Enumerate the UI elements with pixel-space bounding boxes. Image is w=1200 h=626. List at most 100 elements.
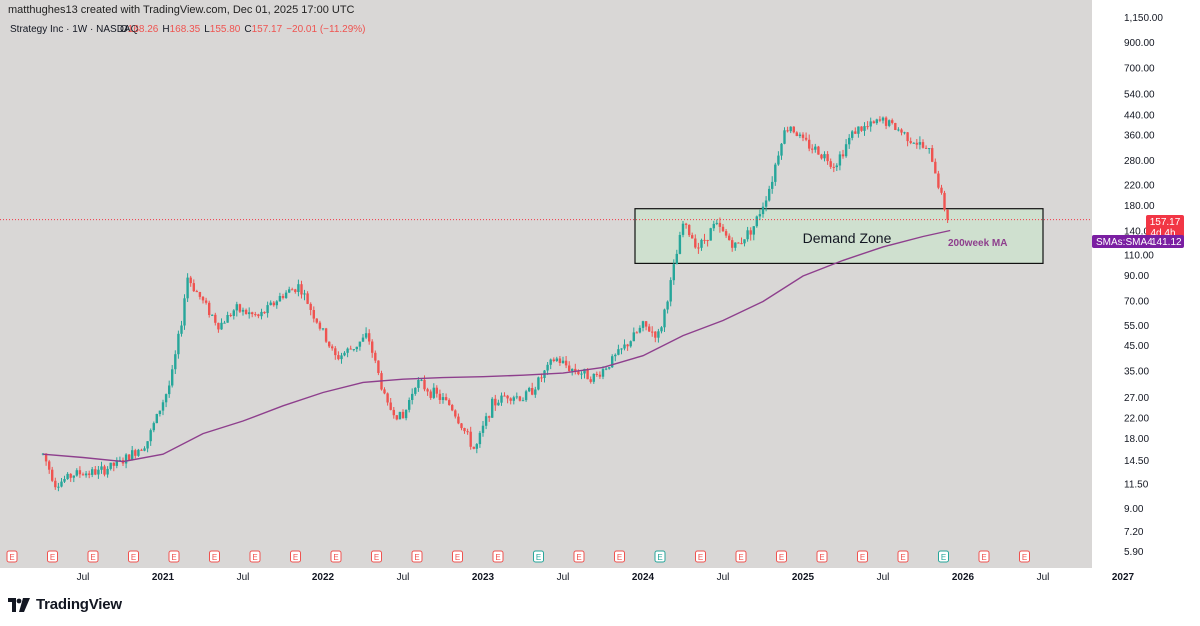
candle-body bbox=[509, 398, 512, 401]
time-axis[interactable]: Jul 2021 Jul 2022 Jul 2023 Jul 2024 Jul 2025 Jul 20… bbox=[77, 572, 1135, 583]
candle-body bbox=[128, 454, 131, 460]
candle-body bbox=[226, 315, 229, 323]
candle-body bbox=[88, 473, 91, 475]
candle-body bbox=[192, 283, 195, 292]
candle-body bbox=[63, 479, 66, 482]
earnings-marker bbox=[1019, 550, 1030, 563]
x-tick-label: Jul bbox=[77, 572, 90, 583]
y-tick-label: 7.20 bbox=[1124, 527, 1144, 538]
candle-body bbox=[66, 473, 69, 479]
y-tick-label: 11.50 bbox=[1124, 479, 1149, 490]
earnings-marker-label: E bbox=[333, 553, 338, 562]
earnings-marker bbox=[209, 550, 220, 563]
earnings-marker-label: E bbox=[252, 553, 257, 562]
y-tick-label: 440.00 bbox=[1124, 110, 1155, 121]
candle-body bbox=[272, 302, 275, 306]
candle-body bbox=[288, 289, 291, 293]
candle-body bbox=[660, 327, 663, 332]
candle-body bbox=[152, 423, 155, 431]
candle-body bbox=[592, 373, 595, 382]
earnings-marker-label: E bbox=[981, 553, 986, 562]
candle-body bbox=[524, 391, 528, 401]
candle-body bbox=[355, 346, 358, 350]
candle-body bbox=[928, 148, 931, 150]
candle-body bbox=[568, 365, 571, 371]
y-tick-label: 5.90 bbox=[1124, 547, 1144, 558]
candle-body bbox=[648, 326, 651, 332]
y-tick-label: 45.00 bbox=[1124, 341, 1149, 352]
close-label: C bbox=[244, 24, 251, 35]
candle-body bbox=[752, 226, 755, 235]
candle-body bbox=[364, 333, 368, 338]
candle-body bbox=[851, 131, 854, 138]
candle-body bbox=[786, 130, 789, 132]
earnings-marker-label: E bbox=[9, 553, 14, 562]
earnings-marker-label: E bbox=[617, 553, 622, 562]
x-tick-label: Jul bbox=[877, 572, 890, 583]
candle-body bbox=[635, 332, 638, 334]
candle-body bbox=[808, 139, 811, 149]
y-tick-label: 540.00 bbox=[1124, 90, 1155, 101]
symbol-legend: Strategy Inc · 1W · NASDAQ O168.26 H168.3… bbox=[10, 24, 366, 35]
candle-body bbox=[214, 314, 217, 323]
demand-zone-box[interactable] bbox=[634, 208, 1044, 264]
candle-body bbox=[521, 400, 525, 402]
price-badges: 157.17 4d 4h SMAs:SMA4 141.12 bbox=[1092, 215, 1184, 248]
candle-body bbox=[168, 385, 171, 395]
candle-body bbox=[737, 242, 740, 244]
candle-body bbox=[81, 474, 85, 476]
candle-body bbox=[417, 380, 420, 388]
candle-body bbox=[564, 360, 568, 366]
candle-body bbox=[857, 126, 860, 134]
candle-body bbox=[340, 355, 343, 360]
candle-body bbox=[638, 327, 642, 333]
candle-body bbox=[666, 301, 669, 310]
candle-body bbox=[617, 349, 620, 355]
earnings-marker bbox=[371, 550, 382, 563]
candle-body bbox=[195, 291, 198, 293]
candle-body bbox=[500, 395, 503, 403]
candle-body bbox=[595, 373, 598, 375]
candle-body bbox=[503, 395, 506, 397]
candle-body bbox=[220, 322, 223, 330]
candle-body bbox=[337, 355, 340, 360]
earnings-marker bbox=[249, 550, 261, 563]
candle-body bbox=[515, 396, 518, 398]
candle-body bbox=[632, 332, 635, 342]
candle-body bbox=[349, 348, 352, 350]
tradingview-logo[interactable]: TradingView bbox=[8, 596, 122, 613]
axis-background bbox=[1092, 0, 1200, 568]
candle-body bbox=[755, 216, 758, 227]
candle-body bbox=[743, 239, 746, 244]
y-tick-label: 110.00 bbox=[1124, 251, 1154, 262]
y-tick-label: 70.00 bbox=[1124, 297, 1149, 308]
candle-body bbox=[700, 239, 703, 248]
price-axis[interactable]: 1,150.00 900.00 700.00 540.00 440.00 360.00 28… bbox=[1124, 13, 1163, 558]
candle-body bbox=[254, 314, 257, 316]
candle-body bbox=[275, 301, 278, 306]
demand-zone[interactable] bbox=[634, 208, 1044, 264]
candle-body bbox=[238, 304, 242, 312]
x-tick-label: 2021 bbox=[152, 572, 175, 583]
candle-body bbox=[57, 486, 60, 488]
candle-body bbox=[395, 415, 398, 420]
candle-body bbox=[448, 400, 451, 405]
y-tick-label: 55.00 bbox=[1124, 321, 1149, 332]
candle-body bbox=[518, 396, 522, 401]
candle-body bbox=[429, 391, 432, 398]
x-tick-label: 2027 bbox=[1112, 572, 1135, 583]
candle-body bbox=[189, 277, 192, 284]
y-tick-label: 35.00 bbox=[1124, 367, 1149, 378]
plot-background bbox=[0, 0, 1092, 568]
candle-body bbox=[361, 337, 365, 342]
sma-badge-label: SMAs:SMA4 bbox=[1096, 237, 1153, 248]
candle-body bbox=[866, 126, 869, 128]
candle-body bbox=[312, 310, 315, 319]
candle-body bbox=[841, 154, 845, 157]
candle-body bbox=[891, 120, 894, 123]
candle-body bbox=[620, 348, 623, 350]
candle-body bbox=[820, 154, 823, 159]
candle-body bbox=[663, 309, 666, 328]
candle-body bbox=[934, 161, 937, 174]
